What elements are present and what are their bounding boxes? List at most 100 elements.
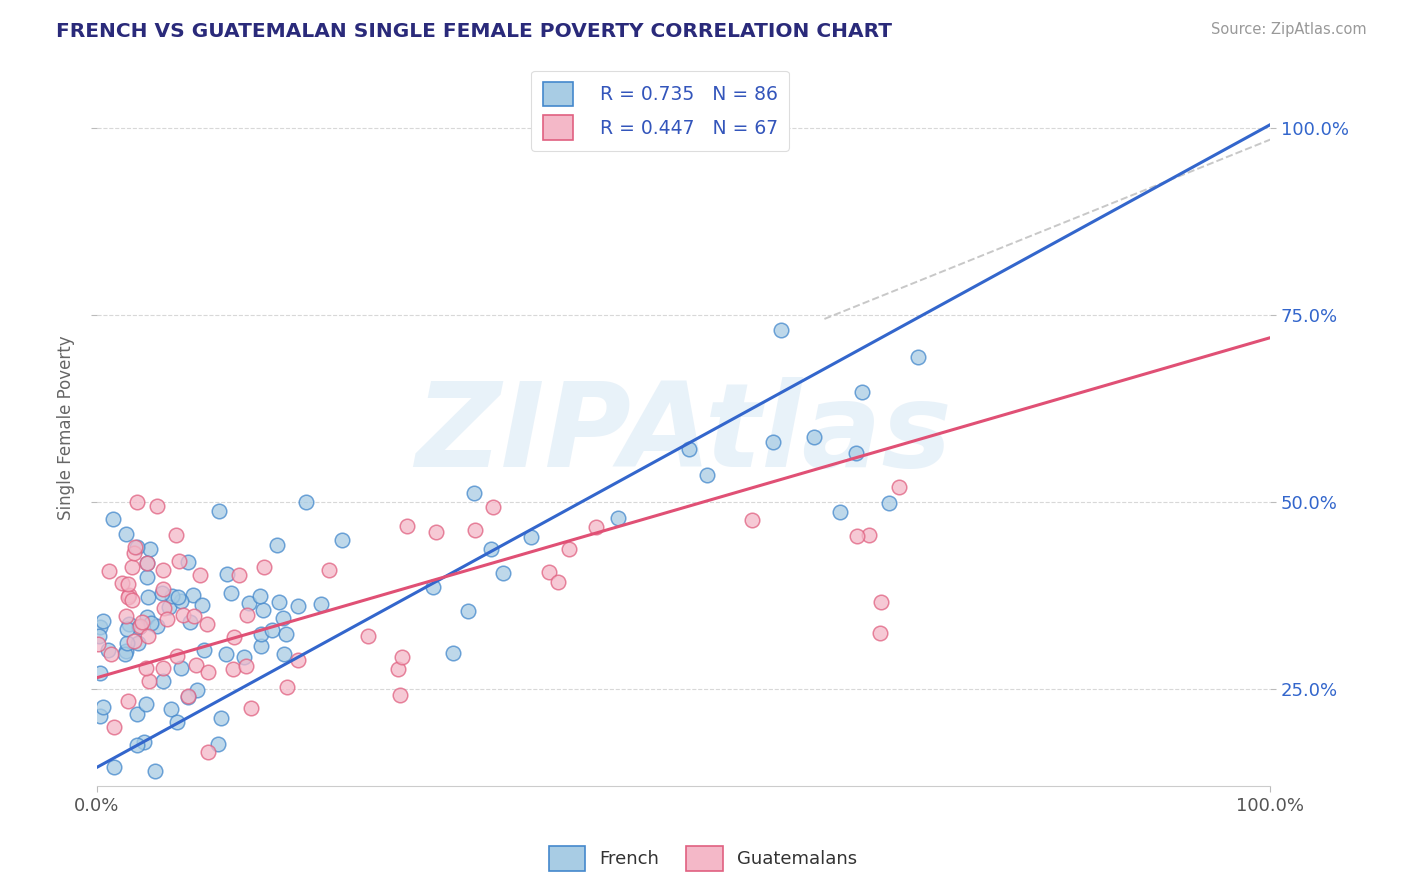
Point (153, 601, 176, 615)
Point (91, 699, 114, 714)
Text: Source: ZipAtlas.com: Source: ZipAtlas.com (1211, 22, 1367, 37)
Point (253, 560, 276, 574)
Point (127, 495, 149, 509)
Point (318, 563, 340, 577)
Point (114, 647, 136, 661)
Point (209, 711, 232, 725)
Point (146, 619, 169, 633)
Point (585, 519, 607, 533)
Point (188, 568, 211, 582)
Point (537, 565, 560, 579)
Point (165, 528, 187, 542)
Point (91, 614, 114, 628)
Point (169, 661, 191, 675)
Point (273, 648, 295, 662)
Point (239, 700, 262, 714)
Point (238, 595, 260, 609)
Point (287, 652, 309, 666)
Point (193, 643, 215, 657)
Point (266, 538, 288, 552)
Point (121, 559, 143, 574)
Point (89, 620, 111, 634)
Point (121, 593, 143, 607)
Point (851, 385, 873, 400)
Point (89, 666, 111, 681)
Point (117, 635, 139, 649)
Point (176, 690, 198, 704)
Point (228, 567, 250, 582)
Point (249, 639, 271, 653)
Point (828, 505, 851, 519)
Point (276, 680, 298, 694)
Text: ZIPAtlas: ZIPAtlas (415, 377, 952, 492)
Point (232, 650, 254, 665)
Point (115, 623, 138, 637)
Point (249, 589, 271, 603)
Point (395, 519, 418, 533)
Point (110, 575, 132, 590)
Point (547, 574, 569, 589)
Point (441, 647, 464, 661)
Point (124, 540, 146, 554)
Point (162, 589, 184, 603)
Legend:   R = 0.735   N = 86,   R = 0.447   N = 67: R = 0.735 N = 86, R = 0.447 N = 67 (531, 70, 789, 151)
Point (207, 737, 229, 751)
Point (803, 430, 825, 444)
Point (330, 533, 353, 547)
Point (152, 563, 174, 577)
Point (309, 597, 332, 611)
Point (128, 620, 150, 634)
Point (152, 661, 174, 675)
Point (114, 644, 136, 658)
Point (696, 467, 718, 482)
Point (482, 500, 505, 514)
Point (224, 630, 246, 644)
Point (125, 707, 148, 722)
Point (236, 607, 259, 622)
Point (143, 764, 166, 779)
Point (172, 608, 194, 623)
Point (457, 604, 479, 618)
Point (127, 540, 149, 554)
Point (222, 661, 245, 675)
Point (191, 599, 214, 613)
Point (169, 554, 191, 568)
Point (166, 590, 188, 604)
Point (678, 442, 700, 456)
Point (762, 435, 785, 450)
Point (907, 351, 929, 365)
Point (179, 615, 201, 630)
Point (152, 582, 174, 596)
Point (492, 566, 515, 580)
Point (184, 658, 207, 673)
Point (135, 570, 157, 584)
Point (138, 673, 160, 688)
Point (150, 586, 173, 600)
Point (845, 529, 868, 543)
Point (122, 634, 145, 648)
Point (136, 556, 159, 570)
Point (197, 665, 219, 679)
Point (152, 674, 174, 689)
Point (463, 486, 485, 500)
Legend: French, Guatemalans: French, Guatemalans (541, 838, 865, 879)
Point (127, 636, 149, 650)
Point (250, 627, 273, 641)
Point (606, 511, 628, 525)
Point (260, 624, 283, 638)
Point (294, 495, 316, 509)
Point (117, 590, 139, 604)
Point (118, 588, 141, 602)
Point (877, 496, 900, 510)
Point (741, 514, 763, 528)
Point (357, 629, 380, 643)
Point (166, 714, 188, 729)
Point (186, 682, 208, 697)
Point (770, 323, 793, 337)
Point (117, 577, 139, 591)
Point (118, 617, 141, 632)
Point (235, 658, 257, 673)
Point (845, 446, 868, 460)
Point (271, 611, 294, 625)
Point (132, 735, 155, 749)
